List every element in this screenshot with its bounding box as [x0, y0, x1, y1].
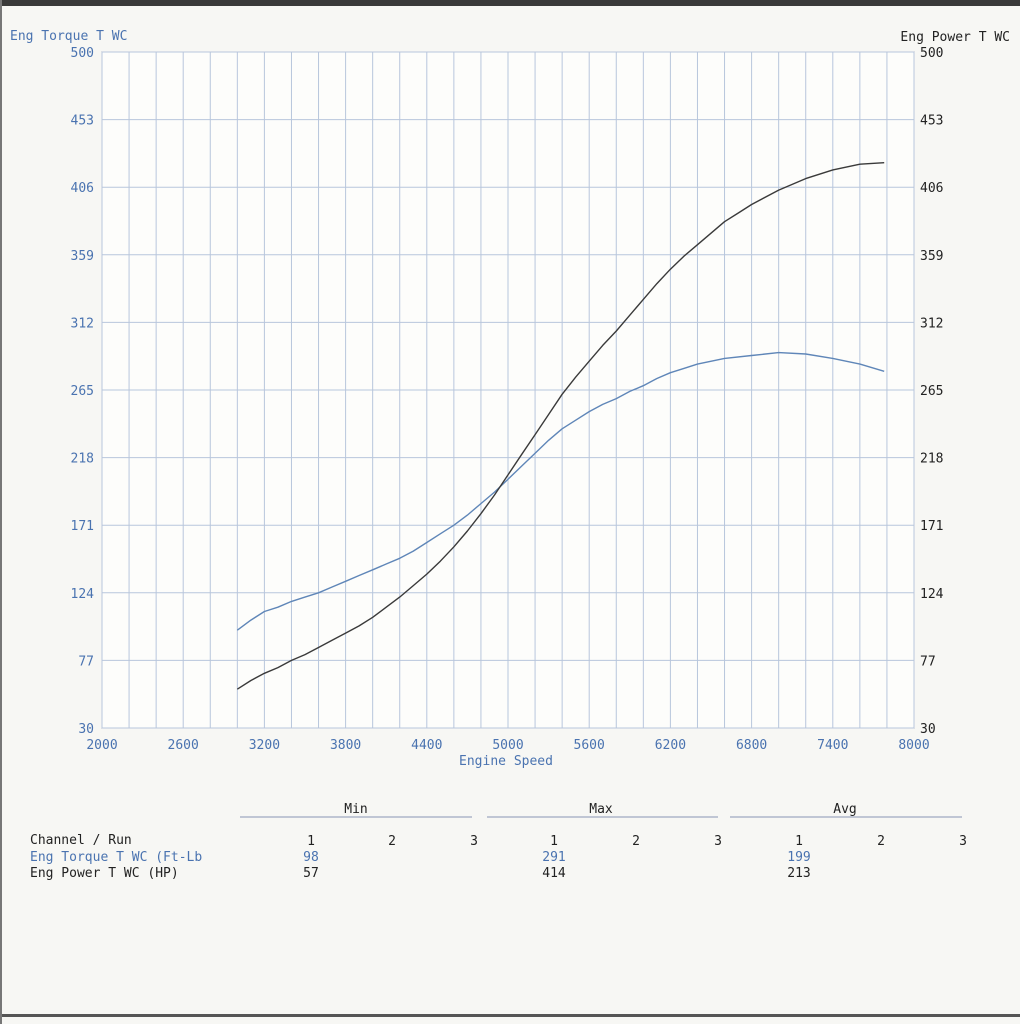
y-tick-label-left: 312: [71, 316, 94, 331]
run-number: 3: [959, 834, 967, 849]
summary-table: Min Max Avg Channel / Run 1 2 3 1 2 3 1 2 3 Eng Torqu…: [30, 802, 967, 881]
x-tick-label: 6200: [655, 738, 686, 753]
channel-run-label: Channel / Run: [30, 833, 132, 848]
x-tick-label: 3800: [330, 738, 361, 753]
x-tick-label: 6800: [736, 738, 767, 753]
x-tick-label: 8000: [898, 738, 929, 753]
y-tick-label-right: 406: [920, 181, 943, 196]
y-tick-label-left: 77: [78, 654, 94, 669]
row-value: 98: [303, 850, 319, 865]
x-tick-label: 2600: [168, 738, 199, 753]
run-number: 2: [388, 834, 396, 849]
grid: [101, 51, 915, 729]
row-value: 414: [542, 866, 566, 881]
left-axis-label: Eng Torque T WC: [10, 29, 127, 44]
row-value: 213: [787, 866, 810, 881]
y-tick-label-left: 30: [78, 722, 94, 737]
y-tick-label-right: 453: [920, 114, 943, 129]
row-label: Eng Torque T WC (Ft-Lb: [30, 850, 202, 865]
y-tick-label-right: 218: [920, 452, 943, 467]
x-tick-label: 2000: [86, 738, 117, 753]
group-header: Min: [344, 802, 367, 817]
x-tick-label: 5000: [492, 738, 523, 753]
y-tick-label-right: 359: [920, 249, 943, 264]
x-tick-label: 5600: [574, 738, 605, 753]
right-axis-label: Eng Power T WC: [900, 30, 1010, 45]
axes: Eng Torque T WC Eng Power T WC Engine Sp…: [10, 29, 1010, 769]
power-curve: [236, 162, 885, 690]
run-number: 3: [714, 834, 722, 849]
y-tick-label-left: 453: [71, 114, 94, 129]
x-tick-label: 7400: [817, 738, 848, 753]
y-tick-label-left: 406: [71, 181, 94, 196]
row-label: Eng Power T WC (HP): [30, 866, 179, 881]
x-tick-label: 3200: [249, 738, 280, 753]
run-number: 2: [632, 834, 640, 849]
y-tick-label-right: 30: [920, 722, 936, 737]
y-tick-label-left: 265: [71, 384, 94, 399]
group-header: Max: [589, 802, 613, 817]
run-number: 3: [470, 834, 478, 849]
x-tick-label: 4400: [411, 738, 442, 753]
y-tick-label-right: 265: [920, 384, 943, 399]
y-tick-label-right: 171: [920, 519, 943, 534]
left-border: [0, 0, 2, 1024]
torque-curve: [236, 351, 885, 631]
run-number: 1: [795, 834, 803, 849]
series: [236, 162, 885, 690]
group-header: Avg: [833, 802, 856, 817]
y-tick-label-left: 171: [71, 519, 94, 534]
y-tick-label-right: 500: [920, 46, 943, 61]
y-tick-label-left: 359: [71, 249, 94, 264]
tick-labels: 500 500 453 453 406 406 359 359 312 312 265 265 218 2…: [71, 46, 944, 753]
y-tick-label-left: 124: [71, 587, 95, 602]
row-value: 57: [303, 866, 319, 881]
x-axis-label: Engine Speed: [459, 754, 553, 769]
row-value: 291: [542, 850, 565, 865]
bottom-border: [0, 1014, 1020, 1017]
y-tick-label-left: 500: [71, 46, 94, 61]
run-number: 1: [307, 834, 315, 849]
top-border: [0, 0, 1020, 6]
run-number: 1: [550, 834, 558, 849]
y-tick-label-right: 124: [920, 587, 944, 602]
y-tick-label-right: 77: [920, 654, 936, 669]
y-tick-label-right: 312: [920, 316, 943, 331]
row-value: 199: [787, 850, 810, 865]
y-tick-label-left: 218: [71, 452, 94, 467]
run-number: 2: [877, 834, 885, 849]
